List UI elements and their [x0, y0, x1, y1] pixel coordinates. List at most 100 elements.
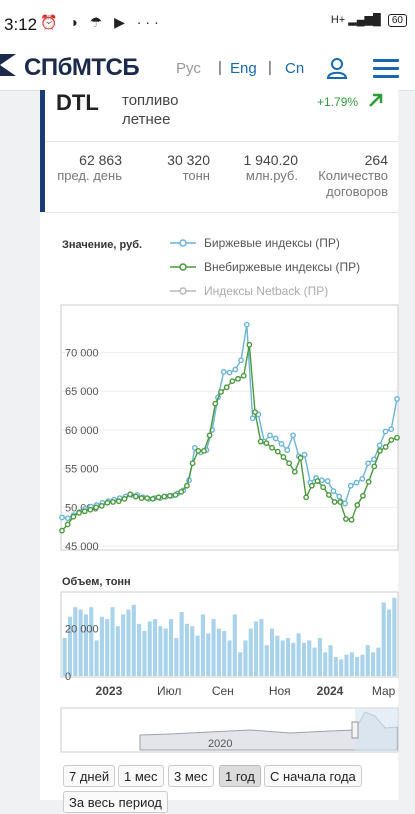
- series-point[interactable]: [59, 527, 65, 534]
- navigator-handle-left[interactable]: [351, 721, 359, 739]
- lang-ru[interactable]: Рус: [176, 60, 201, 77]
- volume-bar[interactable]: [344, 654, 349, 676]
- series-point[interactable]: [223, 384, 230, 391]
- series-point[interactable]: [388, 426, 395, 433]
- series-point[interactable]: [232, 366, 239, 373]
- volume-bar[interactable]: [323, 652, 328, 676]
- series-point[interactable]: [297, 454, 304, 461]
- volume-bar[interactable]: [312, 647, 317, 676]
- series-point[interactable]: [308, 482, 315, 489]
- volume-bar[interactable]: [158, 626, 163, 676]
- volume-bar[interactable]: [381, 602, 386, 676]
- user-icon[interactable]: [326, 57, 348, 79]
- volume-bar[interactable]: [94, 640, 99, 676]
- series-point[interactable]: [87, 506, 94, 513]
- volume-bar[interactable]: [200, 614, 205, 676]
- series-point[interactable]: [184, 482, 190, 489]
- series-point[interactable]: [59, 514, 65, 521]
- volume-bar[interactable]: [78, 609, 83, 676]
- series-point[interactable]: [301, 451, 308, 458]
- volume-bar[interactable]: [190, 626, 195, 676]
- series-point[interactable]: [320, 484, 327, 491]
- series-point[interactable]: [161, 493, 168, 500]
- volume-bar[interactable]: [110, 607, 115, 676]
- series-point[interactable]: [319, 477, 325, 484]
- volume-bar[interactable]: [89, 607, 94, 676]
- series-point[interactable]: [274, 448, 281, 455]
- series-point[interactable]: [365, 478, 372, 485]
- series-point[interactable]: [64, 521, 71, 528]
- series-point[interactable]: [330, 488, 337, 495]
- volume-bar[interactable]: [147, 621, 152, 676]
- series-point[interactable]: [70, 513, 77, 520]
- volume-bar[interactable]: [126, 609, 131, 676]
- volume-bar[interactable]: [168, 619, 174, 676]
- volume-bar[interactable]: [280, 640, 285, 676]
- series-point[interactable]: [127, 491, 134, 498]
- series-point[interactable]: [359, 475, 366, 482]
- volume-bar[interactable]: [137, 623, 142, 676]
- legend-item[interactable]: Биржевые индексы (ПР): [204, 236, 340, 250]
- series-point[interactable]: [353, 479, 360, 486]
- series-point[interactable]: [144, 495, 151, 502]
- volume-bar[interactable]: [211, 619, 216, 676]
- series-point[interactable]: [342, 516, 349, 522]
- volume-bar[interactable]: [392, 597, 397, 676]
- legend-item[interactable]: Внебиржевые индексы (ПР): [204, 260, 360, 274]
- volume-bar[interactable]: [238, 652, 243, 676]
- series-point[interactable]: [246, 341, 253, 348]
- series-point[interactable]: [257, 438, 264, 445]
- volume-bar[interactable]: [333, 657, 338, 676]
- volume-bar[interactable]: [99, 616, 104, 676]
- series-point[interactable]: [376, 442, 383, 449]
- series-point[interactable]: [360, 492, 366, 499]
- series-point[interactable]: [325, 492, 332, 498]
- series-point[interactable]: [370, 456, 377, 463]
- series-point[interactable]: [382, 444, 389, 450]
- volume-bar[interactable]: [285, 638, 291, 676]
- volume-bar[interactable]: [376, 647, 381, 676]
- volume-bar[interactable]: [184, 623, 190, 676]
- series-point[interactable]: [290, 432, 296, 439]
- volume-bar[interactable]: [115, 626, 120, 676]
- series-point[interactable]: [138, 495, 145, 502]
- series-point[interactable]: [394, 434, 400, 441]
- volume-bar[interactable]: [163, 628, 168, 676]
- series-point[interactable]: [178, 489, 185, 495]
- legend-item[interactable]: Индексы Netback (ПР): [204, 284, 328, 298]
- series-point[interactable]: [371, 463, 378, 470]
- series-point[interactable]: [235, 375, 241, 382]
- series-point[interactable]: [238, 357, 244, 364]
- volume-bar[interactable]: [386, 609, 392, 676]
- volume-bar[interactable]: [131, 604, 136, 676]
- series-point[interactable]: [206, 432, 213, 439]
- volume-bar[interactable]: [296, 633, 301, 676]
- volume-bar[interactable]: [275, 635, 280, 676]
- series-point[interactable]: [280, 454, 287, 460]
- volume-bar[interactable]: [317, 638, 322, 676]
- series-point[interactable]: [286, 460, 293, 467]
- volume-bar[interactable]: [121, 614, 126, 676]
- series-point[interactable]: [394, 396, 400, 402]
- series-point[interactable]: [284, 447, 291, 453]
- volume-bar[interactable]: [371, 652, 376, 676]
- volume-bar[interactable]: [360, 654, 365, 676]
- series-point[interactable]: [336, 493, 343, 500]
- series-point[interactable]: [121, 495, 128, 502]
- range-3-months[interactable]: 3 мес: [168, 765, 214, 787]
- volume-bar[interactable]: [222, 630, 227, 676]
- volume-bar[interactable]: [195, 635, 200, 676]
- volume-bar[interactable]: [259, 619, 264, 676]
- volume-bar[interactable]: [152, 619, 158, 676]
- series-point[interactable]: [110, 499, 117, 505]
- series-point[interactable]: [76, 509, 82, 516]
- volume-bar[interactable]: [269, 628, 275, 676]
- volume-bar[interactable]: [355, 657, 360, 676]
- series-point[interactable]: [377, 447, 383, 454]
- series-point[interactable]: [314, 478, 321, 484]
- range-1-month[interactable]: 1 мес: [118, 765, 164, 787]
- series-point[interactable]: [249, 415, 256, 422]
- series-point[interactable]: [226, 369, 233, 376]
- series-point[interactable]: [166, 492, 173, 499]
- series-point[interactable]: [189, 460, 196, 467]
